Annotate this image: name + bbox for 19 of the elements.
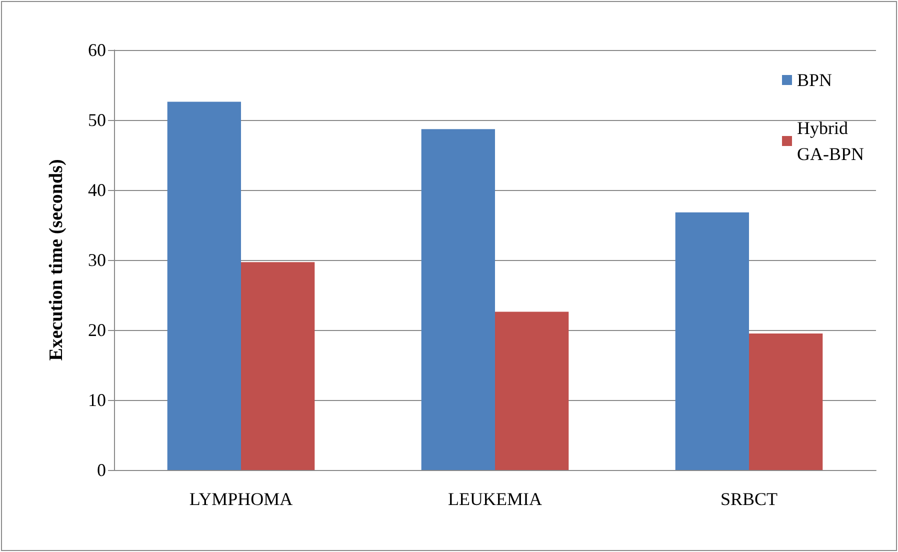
y-tick-label: 40 xyxy=(88,180,106,200)
x-tick-label: SRBCT xyxy=(720,489,778,509)
y-tick-label: 30 xyxy=(88,250,106,270)
y-tick-label: 60 xyxy=(88,40,106,60)
y-tick-label: 10 xyxy=(88,390,106,410)
y-tick-label: 0 xyxy=(97,460,106,480)
bar xyxy=(749,334,823,470)
bar xyxy=(241,262,315,470)
x-tick-label: LEUKEMIA xyxy=(448,489,542,509)
bar xyxy=(167,102,241,470)
y-axis-title: Execution time (seconds) xyxy=(46,159,67,361)
bar xyxy=(495,312,569,470)
bar xyxy=(675,212,749,470)
y-tick-label: 20 xyxy=(88,320,106,340)
legend-label: BPN xyxy=(797,70,832,90)
x-tick-label: LYMPHOMA xyxy=(189,489,293,509)
bar xyxy=(421,129,495,470)
y-tick-label: 50 xyxy=(88,110,106,130)
legend-label: Hybrid GA-BPN xyxy=(797,118,864,164)
